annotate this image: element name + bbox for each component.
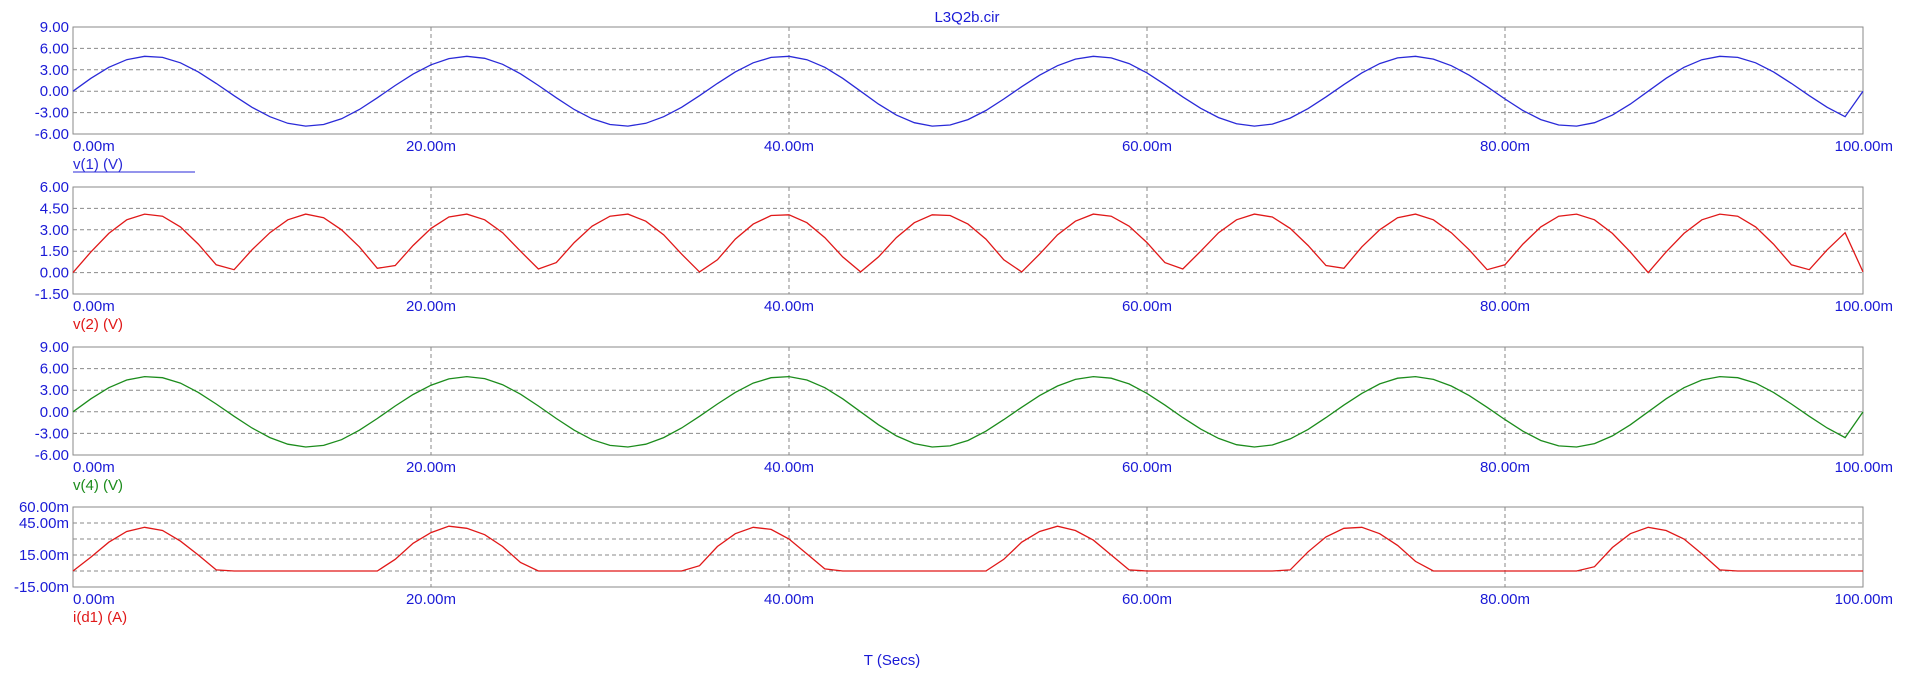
y-tick-label: 1.50 bbox=[40, 243, 69, 260]
plot-panel-4: 0.00m 20.00m 40.00m 60.00m 80.00m 100.00m 60.0… bbox=[14, 499, 1893, 626]
x-axis-label: T (Secs) bbox=[864, 652, 920, 669]
plot-panel-3: 0.00m 20.00m 40.00m 60.00m 80.00m 100.00m 9.00… bbox=[35, 339, 1893, 494]
plot-frame bbox=[72, 26, 1864, 135]
plot-frame bbox=[72, 506, 1864, 588]
x-tick-label: 80.00m bbox=[1480, 298, 1530, 315]
series-line bbox=[72, 375, 1864, 448]
plot-frame bbox=[72, 186, 1864, 295]
series-label: i(d1) (A) bbox=[73, 609, 127, 626]
series-line bbox=[72, 525, 1863, 572]
x-tick-label: 60.00m bbox=[1122, 138, 1172, 155]
x-tick-label: 80.00m bbox=[1480, 591, 1530, 608]
y-tick-label: -1.50 bbox=[35, 286, 69, 303]
x-tick-label: 20.00m bbox=[406, 459, 456, 476]
x-tick-label: 20.00m bbox=[406, 298, 456, 315]
x-tick-label: 60.00m bbox=[1122, 591, 1172, 608]
series-label: v(4) (V) bbox=[73, 477, 123, 494]
x-tick-label: 40.00m bbox=[764, 591, 814, 608]
x-tick-label: 0.00m bbox=[73, 459, 115, 476]
plot-panel-1: 0.00m 20.00m 40.00m 60.00m 80.00m 100.00m 9.00… bbox=[35, 19, 1893, 173]
y-tick-label: 6.00 bbox=[40, 40, 69, 57]
plot-panels: 0.00m 20.00m 40.00m 60.00m 80.00m 100.00m 9.00… bbox=[14, 19, 1893, 626]
x-tick-label: 0.00m bbox=[73, 591, 115, 608]
x-tick-label: 20.00m bbox=[406, 138, 456, 155]
series-label: v(2) (V) bbox=[73, 316, 123, 333]
x-tick-label: 40.00m bbox=[764, 298, 814, 315]
plot-panel-2: 0.00m 20.00m 40.00m 60.00m 80.00m 100.00m 6.00… bbox=[35, 179, 1893, 333]
x-tick-label: 60.00m bbox=[1122, 298, 1172, 315]
y-tick-label: 60.00m bbox=[19, 499, 69, 516]
y-tick-label: 6.00 bbox=[40, 361, 69, 378]
y-tick-label: -6.00 bbox=[35, 126, 69, 143]
y-tick-label: -15.00m bbox=[14, 579, 69, 596]
y-tick-label: -3.00 bbox=[35, 425, 69, 442]
x-tick-label: 0.00m bbox=[73, 298, 115, 315]
series-line bbox=[72, 55, 1864, 127]
x-tick-label: 100.00m bbox=[1835, 138, 1893, 155]
plot-frame bbox=[72, 346, 1864, 456]
series-line bbox=[72, 213, 1864, 274]
y-tick-label: 3.00 bbox=[40, 222, 69, 239]
y-tick-label: 6.00 bbox=[40, 179, 69, 196]
x-tick-label: 80.00m bbox=[1480, 138, 1530, 155]
x-tick-label: 40.00m bbox=[764, 459, 814, 476]
x-tick-label: 80.00m bbox=[1480, 459, 1530, 476]
x-tick-label: 20.00m bbox=[406, 591, 456, 608]
y-tick-label: 0.00 bbox=[40, 265, 69, 282]
y-tick-label: 0.00 bbox=[40, 83, 69, 100]
y-tick-label: 3.00 bbox=[40, 382, 69, 399]
y-tick-label: 4.50 bbox=[40, 200, 69, 217]
y-tick-label: 45.00m bbox=[19, 515, 69, 532]
y-tick-label: 9.00 bbox=[40, 339, 69, 356]
y-tick-label: 0.00 bbox=[40, 404, 69, 421]
x-tick-label: 60.00m bbox=[1122, 459, 1172, 476]
y-tick-label: 3.00 bbox=[40, 62, 69, 79]
x-tick-label: 40.00m bbox=[764, 138, 814, 155]
y-tick-label: 9.00 bbox=[40, 19, 69, 36]
y-tick-label: -6.00 bbox=[35, 447, 69, 464]
x-tick-label: 0.00m bbox=[73, 138, 115, 155]
x-tick-label: 100.00m bbox=[1835, 591, 1893, 608]
chart-title: L3Q2b.cir bbox=[934, 9, 999, 26]
x-tick-label: 100.00m bbox=[1835, 298, 1893, 315]
y-tick-label: -3.00 bbox=[35, 105, 69, 122]
series-label: v(1) (V) bbox=[73, 156, 123, 173]
x-tick-label: 100.00m bbox=[1835, 459, 1893, 476]
y-tick-label: 15.00m bbox=[19, 547, 69, 564]
